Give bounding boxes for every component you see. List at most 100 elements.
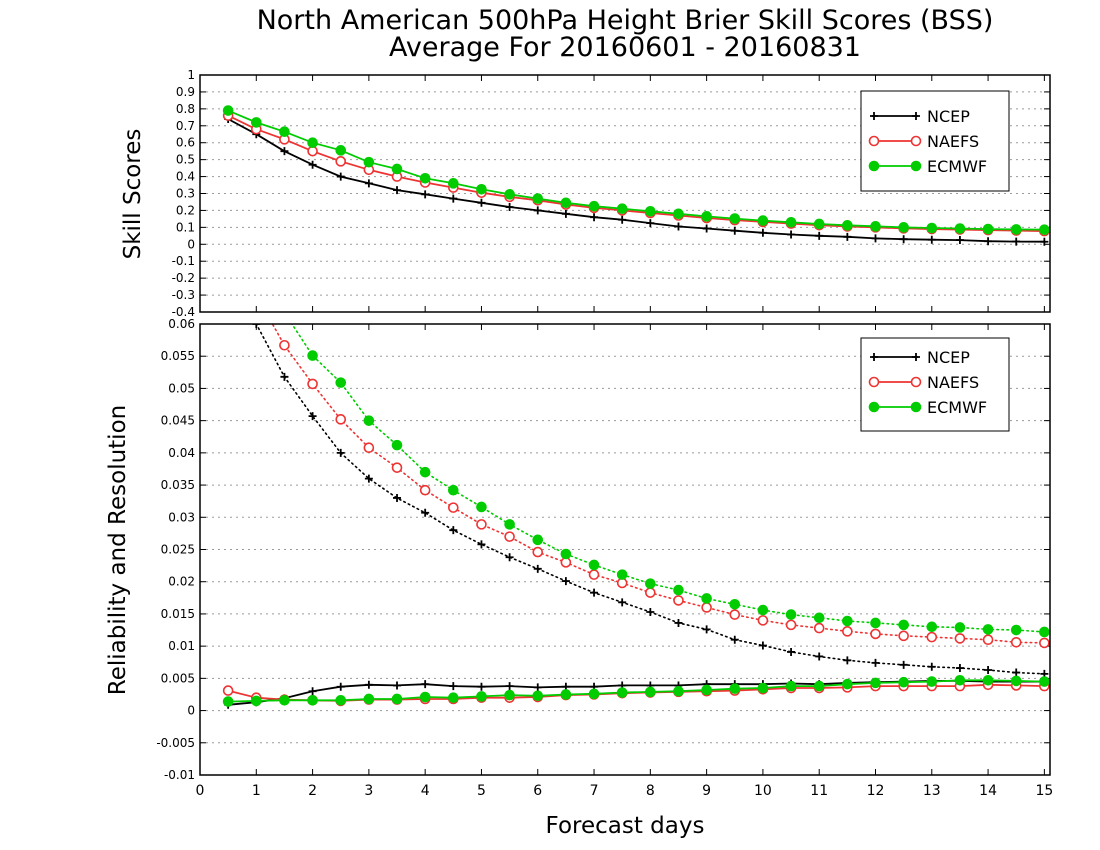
point-naefs-resolution (363, 442, 375, 454)
y-tick-label: 0.1 (176, 220, 195, 234)
point-ecmwf-reliability (1010, 675, 1022, 687)
x-tick-label: 2 (308, 783, 317, 799)
point-naefs-resolution (1039, 637, 1050, 649)
point-ncep-resolution (533, 564, 542, 573)
x-tick-label: 14 (979, 783, 997, 799)
point-ecmwf-resolution (813, 612, 825, 624)
point-ncep-reliability (308, 687, 317, 696)
legend-item-ncep: NCEP (870, 107, 970, 126)
point-ecmwf-resolution (616, 569, 628, 580)
point-ncep-resolution (955, 664, 964, 673)
point-ncep-resolution (702, 625, 711, 634)
point-ecmwf-reliability (813, 680, 825, 692)
point-ncep-resolution (421, 508, 430, 517)
point-ecmwf-resolution (504, 519, 515, 530)
top-y-axis-ticks: -0.4 -0.3 -0.2 -0.1 0 0.1 0.2 0.3 0.4 0.5 0.6 0.7 0.… (172, 68, 1050, 319)
x-tick-label: 5 (477, 783, 486, 799)
point-ncep (449, 194, 458, 203)
series-clip-group (222, 105, 1050, 246)
series-ecmwf-resolution (291, 324, 1050, 638)
series-line-ncep (227, 118, 1045, 243)
x-tick-label: 13 (923, 783, 941, 799)
point-ecmwf-resolution (673, 584, 684, 596)
point-ncep-resolution (618, 598, 627, 607)
point-ncep (730, 226, 739, 235)
y-tick-label: 0.045 (161, 414, 195, 428)
point-ncep (393, 186, 402, 195)
point-ncep (984, 237, 993, 246)
point-ecmwf-reliability (588, 688, 600, 700)
point-ecmwf (926, 222, 938, 234)
point-ecmwf (560, 197, 572, 209)
point-naefs-resolution (252, 291, 261, 300)
point-ecmwf-resolution (532, 534, 544, 546)
point-ecmwf-resolution (870, 617, 881, 629)
y-tick-label: 0.035 (161, 478, 195, 492)
point-ecmwf (673, 208, 684, 220)
point-ncep-resolution (1012, 668, 1021, 677)
point-naefs-resolution (588, 569, 600, 580)
x-tick-label: 6 (533, 783, 542, 799)
series-clip-group (222, 291, 1050, 709)
legend-marker (868, 135, 880, 147)
point-ecmwf (757, 215, 769, 226)
point-naefs-resolution (504, 531, 515, 542)
y-tick-label: -0.3 (172, 288, 195, 302)
point-ncep-resolution (336, 448, 345, 457)
point-ecmwf-resolution (363, 415, 375, 426)
y-tick-label: 1 (187, 68, 195, 82)
point-ecmwf (279, 126, 290, 138)
y-tick-label: 0.025 (161, 543, 195, 557)
point-naefs-resolution (419, 484, 431, 496)
point-ecmwf-reliability (250, 695, 262, 707)
point-ecmwf-reliability (1039, 676, 1050, 687)
y-tick-label: 0.2 (176, 203, 195, 217)
point-ecmwf (785, 216, 797, 228)
point-ncep-reliability (449, 682, 458, 691)
series-line-ncep-resolution (255, 324, 1046, 675)
point-ncep (927, 235, 936, 244)
point-ncep (1012, 237, 1021, 246)
point-ncep (955, 236, 964, 245)
y-tick-label: 0.06 (168, 317, 195, 331)
point-ecmwf (898, 222, 909, 233)
point-ecmwf (476, 183, 487, 195)
point-ncep (590, 213, 599, 222)
point-ncep-reliability (364, 680, 373, 689)
point-naefs-resolution (335, 414, 347, 425)
point-ncep-reliability (336, 682, 345, 691)
point-ecmwf (954, 223, 966, 234)
point-ncep-resolution (477, 540, 486, 549)
point-naefs-resolution (532, 546, 544, 558)
point-ncep-resolution (280, 372, 289, 381)
x-tick-label: 12 (867, 783, 885, 799)
point-ecmwf-reliability (982, 674, 994, 686)
legend-marker (868, 160, 880, 172)
point-ecmwf-reliability (673, 685, 684, 697)
point-naefs-resolution (673, 595, 684, 606)
legend-marker (910, 401, 922, 413)
point-naefs-resolution (926, 631, 938, 643)
point-ecmwf-resolution (926, 621, 938, 633)
y-tick-label: -0.4 (172, 305, 195, 319)
legend-item-naefs: NAEFS (868, 373, 979, 392)
point-naefs-resolution (701, 602, 712, 613)
y-tick-label: 0.01 (168, 639, 195, 653)
point-ecmwf-resolution (307, 350, 318, 361)
y-tick-label: 0.02 (168, 575, 195, 589)
point-ecmwf-resolution (419, 466, 431, 478)
series-ncep-resolution (252, 324, 1049, 678)
point-ncep (758, 228, 767, 237)
y-tick-label: 0.6 (176, 136, 195, 150)
point-ecmwf-resolution (588, 559, 600, 571)
point-ncep (1040, 237, 1049, 246)
point-ecmwf-reliability (616, 687, 628, 698)
top-plot-frame (199, 74, 1051, 313)
point-ecmwf-reliability (560, 689, 572, 700)
point-ecmwf (391, 163, 403, 175)
x-tick-label: 15 (1035, 783, 1053, 799)
point-ecmwf (982, 223, 994, 235)
point-ecmwf-reliability (504, 689, 515, 701)
point-ecmwf (363, 156, 375, 168)
point-ncep-resolution (590, 588, 599, 597)
